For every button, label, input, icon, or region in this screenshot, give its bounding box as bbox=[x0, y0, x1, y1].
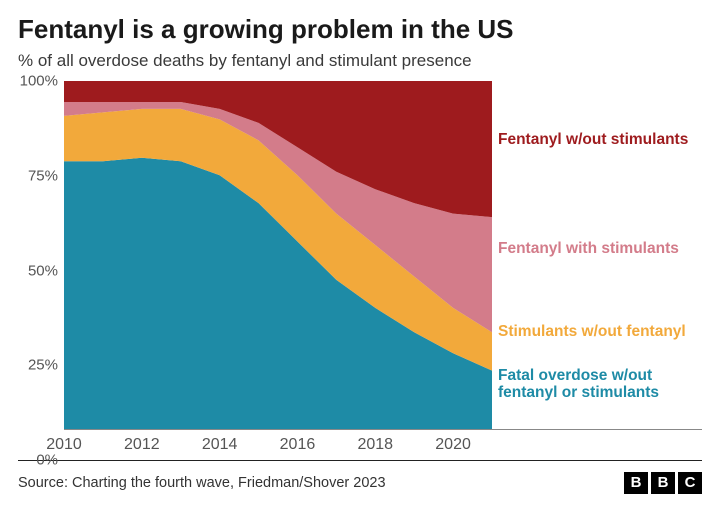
x-axis: 201020122014201620182020 bbox=[64, 430, 702, 460]
legend: Fentanyl w/out stimulants Fentanyl with s… bbox=[492, 81, 702, 430]
legend-fentanyl_only: Fentanyl w/out stimulants bbox=[498, 131, 698, 149]
x-tick: 2020 bbox=[435, 436, 471, 454]
bbc-logo-b1: B bbox=[624, 472, 648, 494]
bbc-logo-b2: B bbox=[651, 472, 675, 494]
y-axis: 0%25%50%75%100% bbox=[18, 81, 64, 460]
plot-area: Fentanyl w/out stimulants Fentanyl with s… bbox=[64, 81, 702, 430]
footer: Source: Charting the fourth wave, Friedm… bbox=[18, 460, 702, 496]
bbc-logo-c: C bbox=[678, 472, 702, 494]
chart-title: Fentanyl is a growing problem in the US bbox=[18, 14, 702, 45]
source-text: Source: Charting the fourth wave, Friedm… bbox=[18, 475, 386, 491]
y-tick: 100% bbox=[20, 73, 58, 90]
y-tick: 25% bbox=[28, 357, 58, 374]
chart-body: 0%25%50%75%100% Fentanyl w/out stimulant… bbox=[18, 81, 702, 460]
x-tick: 2012 bbox=[124, 436, 160, 454]
x-tick: 2010 bbox=[46, 436, 82, 454]
legend-stimulants_only: Stimulants w/out fentanyl bbox=[498, 323, 698, 341]
plot-column: Fentanyl w/out stimulants Fentanyl with s… bbox=[64, 81, 702, 460]
y-tick: 50% bbox=[28, 262, 58, 279]
legend-no_fentanyl_no_stim: Fatal overdose w/out fentanyl or stimula… bbox=[498, 367, 698, 403]
chart-container: Fentanyl is a growing problem in the US … bbox=[0, 0, 720, 506]
legend-fentanyl_with_stim: Fentanyl with stimulants bbox=[498, 240, 698, 258]
x-tick: 2014 bbox=[202, 436, 238, 454]
chart-subtitle: % of all overdose deaths by fentanyl and… bbox=[18, 51, 702, 71]
y-tick: 75% bbox=[28, 167, 58, 184]
x-tick: 2018 bbox=[357, 436, 393, 454]
bbc-logo: B B C bbox=[624, 472, 702, 494]
x-tick: 2016 bbox=[280, 436, 316, 454]
y-tick: 0% bbox=[36, 452, 58, 469]
